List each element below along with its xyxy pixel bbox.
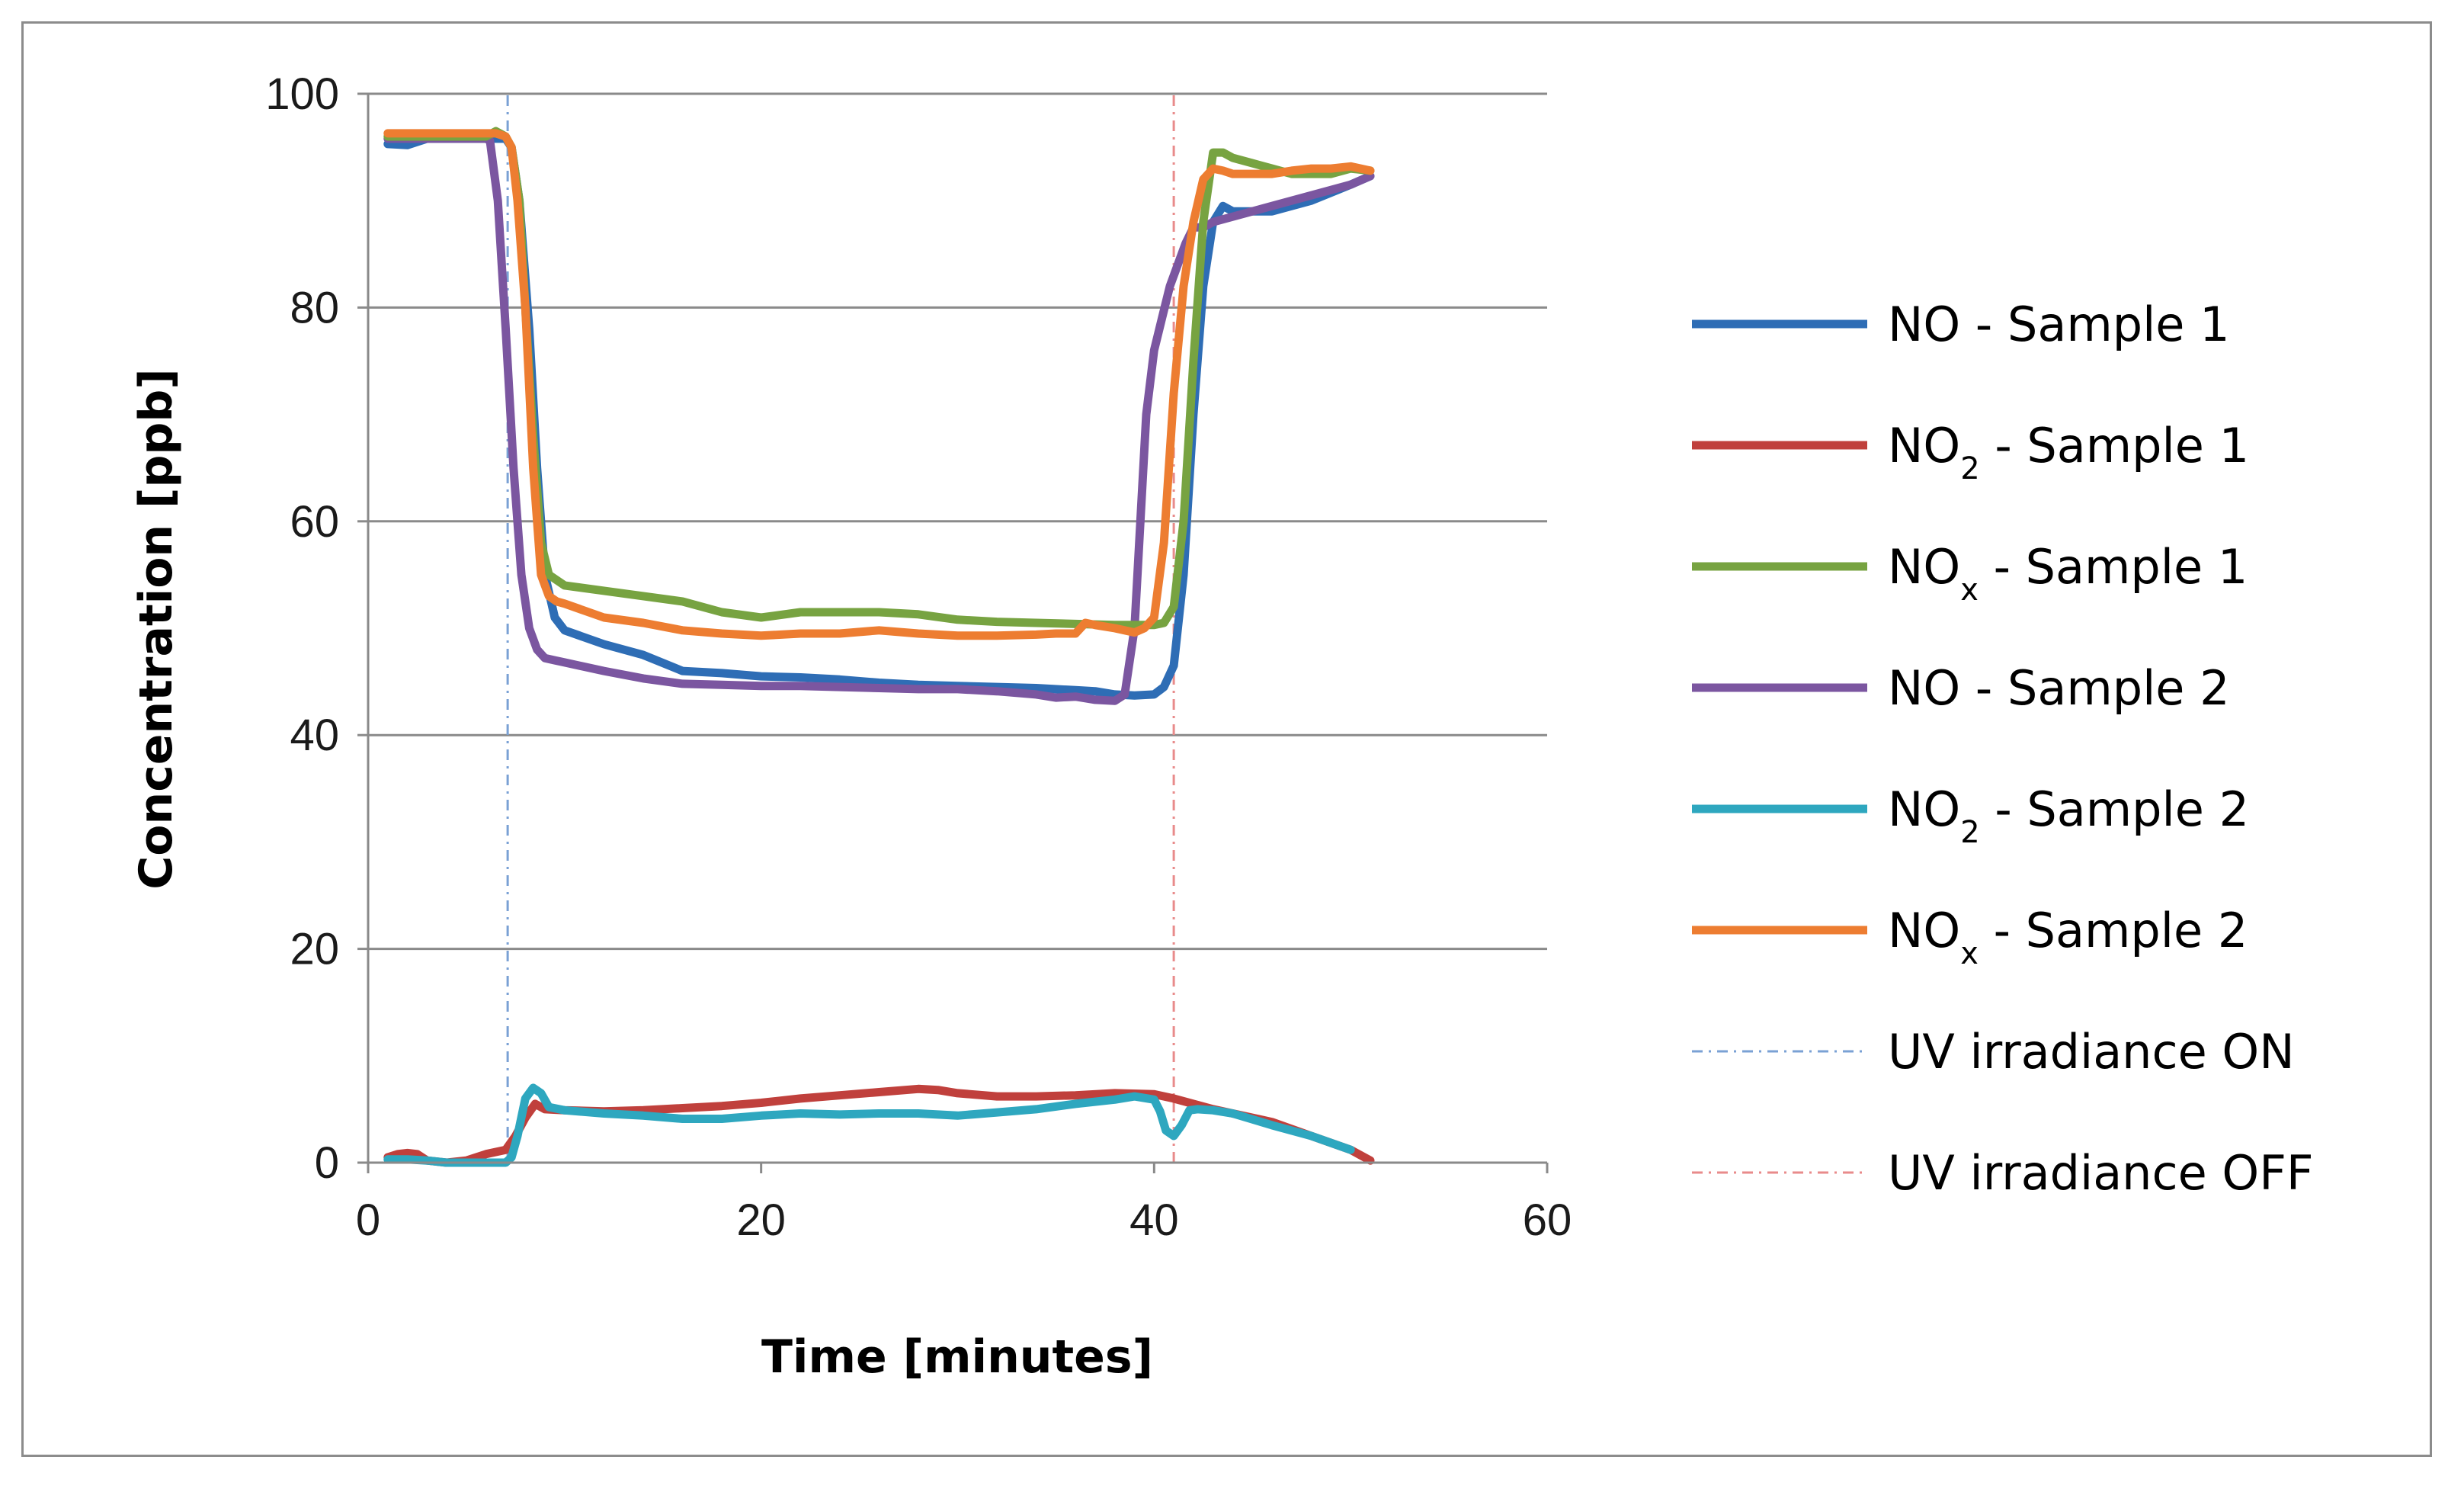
legend-item-no-sample-1: NO - Sample 1	[1692, 297, 2230, 352]
y-tick-label: 100	[265, 69, 339, 119]
series-line-nox-sample-2	[383, 129, 1375, 640]
legend-label-main: UV irradiance OFF	[1888, 1145, 2314, 1201]
legend-label-main: NO	[1888, 903, 1960, 958]
legend-item-uv-irradiance-on: UV irradiance ON	[1692, 1024, 2295, 1080]
legend-label-main: NO	[1888, 539, 1960, 595]
legend-label: NO2 - Sample 1	[1888, 418, 2249, 486]
legend-label-main: UV irradiance ON	[1888, 1024, 2295, 1080]
x-axis-title: Time [minutes]	[761, 1330, 1153, 1384]
legend-label-rest: - Sample 1	[1980, 418, 2249, 473]
legend-item-nox-sample-2: NOx - Sample 2	[1692, 903, 2248, 971]
legend-label-subscript: 2	[1960, 815, 1979, 850]
y-tick-label: 40	[290, 711, 339, 760]
legend-label-subscript: 2	[1960, 451, 1979, 486]
legend-label-rest: - Sample 2	[1979, 903, 2248, 958]
legend-label: NO2 - Sample 2	[1888, 781, 2249, 850]
legend-label: UV irradiance ON	[1888, 1024, 2295, 1080]
legend-label: NOx - Sample 2	[1888, 903, 2248, 971]
legend-label-main: NO	[1888, 660, 1960, 716]
legend-item-uv-irradiance-off: UV irradiance OFF	[1692, 1145, 2314, 1201]
legend-item-no2-sample-1: NO2 - Sample 1	[1692, 418, 2249, 486]
y-axis-title: Concentration [ppb]	[130, 368, 183, 889]
legend-label-rest: - Sample 1	[1960, 297, 2229, 352]
legend-label-main: NO	[1888, 781, 1960, 837]
series-line-no2-sample-1	[383, 1084, 1375, 1167]
legend-label: UV irradiance OFF	[1888, 1145, 2314, 1201]
legend-label: NO - Sample 1	[1888, 297, 2230, 352]
legend-label: NOx - Sample 1	[1888, 539, 2248, 608]
axes	[357, 92, 1549, 1173]
y-tick-label: 60	[290, 497, 339, 547]
data-series	[383, 127, 1375, 1167]
x-tick-label: 40	[1129, 1195, 1179, 1245]
y-tick-label: 0	[315, 1138, 339, 1188]
x-tick-label: 20	[736, 1195, 786, 1245]
legend-item-nox-sample-1: NOx - Sample 1	[1692, 539, 2248, 608]
legend-label: NO - Sample 2	[1888, 660, 2230, 716]
series-line-no2-sample-2	[383, 1083, 1355, 1167]
legend-label-rest: - Sample 2	[1960, 660, 2229, 716]
legend-label-subscript: x	[1960, 936, 1979, 971]
series-line-no-sample-2	[383, 134, 1375, 705]
legend-label-main: NO	[1888, 418, 1960, 473]
x-tick-label: 0	[356, 1195, 380, 1245]
legend-label-main: NO	[1888, 297, 1960, 352]
legend-label-rest: - Sample 2	[1980, 781, 2249, 837]
x-tick-label: 60	[1523, 1195, 1572, 1245]
chart-frame	[21, 21, 2432, 1457]
y-tick-label: 80	[290, 283, 339, 332]
legend-item-no2-sample-2: NO2 - Sample 2	[1692, 781, 2249, 850]
gridlines	[368, 92, 1547, 951]
legend-label-rest: - Sample 1	[1979, 539, 2248, 595]
legend-item-no-sample-2: NO - Sample 2	[1692, 660, 2230, 716]
reference-lines	[506, 94, 1175, 1163]
y-tick-label: 20	[290, 925, 339, 974]
legend-label-subscript: x	[1960, 573, 1979, 608]
tick-labels: 0 20 40 60 80 100 0 20 40 60	[265, 69, 1572, 1245]
